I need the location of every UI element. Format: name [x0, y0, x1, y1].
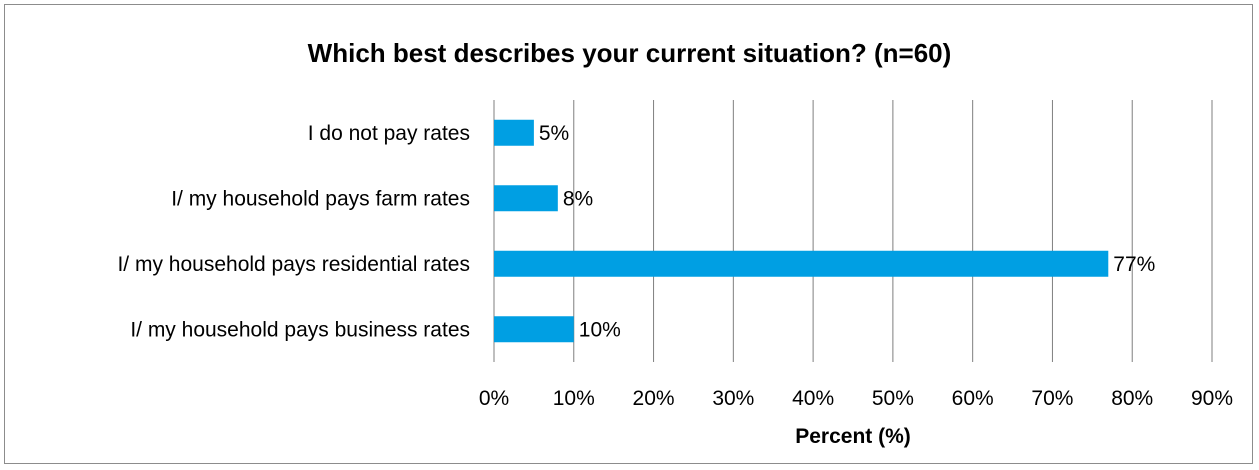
x-tick-label: 80%: [1111, 387, 1153, 410]
bar: [494, 316, 574, 343]
x-tick-label: 10%: [553, 387, 595, 410]
x-tick-label: 30%: [712, 387, 754, 410]
data-label: 5%: [539, 122, 569, 145]
x-axis-title: Percent (%): [795, 425, 911, 448]
x-tick-label: 90%: [1191, 387, 1233, 410]
data-label: 8%: [563, 187, 593, 210]
category-label: I/ my household pays residential rates: [117, 253, 470, 276]
x-tick-label: 40%: [792, 387, 834, 410]
category-labels: I do not pay rates I/ my household pays f…: [117, 122, 470, 342]
data-label: 77%: [1113, 253, 1155, 276]
bars: [494, 119, 1109, 343]
data-label: 10%: [579, 318, 621, 341]
bar: [494, 250, 1109, 277]
chart-frame: [4, 4, 1253, 464]
category-label: I/ my household pays farm rates: [171, 187, 470, 210]
tick-labels: 0% 10% 20% 30% 40% 50% 60% 70% 80% 90%: [479, 387, 1233, 410]
x-tick-label: 20%: [633, 387, 675, 410]
x-tick-label: 50%: [872, 387, 914, 410]
category-label: I do not pay rates: [308, 122, 470, 145]
x-tick-label: 0%: [479, 387, 509, 410]
category-label: I/ my household pays business rates: [130, 318, 470, 341]
x-tick-label: 60%: [952, 387, 994, 410]
x-tick-label: 70%: [1031, 387, 1073, 410]
chart-title: Which best describes your current situat…: [307, 38, 952, 68]
bar: [494, 185, 558, 212]
data-labels: 5% 8% 77% 10%: [539, 122, 1155, 342]
bar: [494, 119, 534, 146]
